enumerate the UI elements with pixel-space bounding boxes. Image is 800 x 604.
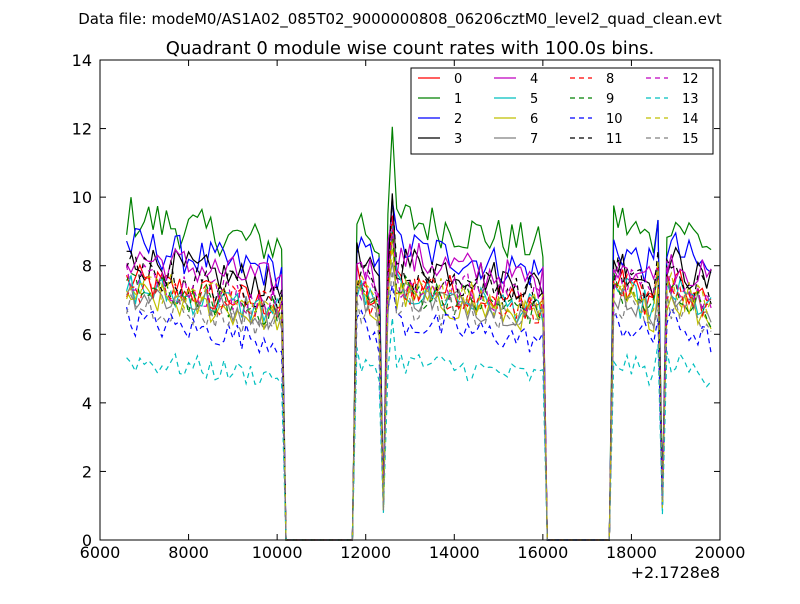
legend-label-6: 6 <box>530 112 538 127</box>
x-tick-label: 12000 <box>340 543 391 562</box>
y-tick-label: 12 <box>72 120 92 139</box>
y-tick-label: 8 <box>82 257 92 276</box>
x-tick-label: 20000 <box>695 543 746 562</box>
x-tick-label: 18000 <box>606 543 657 562</box>
y-tick-label: 14 <box>72 51 92 70</box>
x-tick-label: 10000 <box>252 543 303 562</box>
series-line-2 <box>126 200 712 541</box>
ticks-layer: 6000 8000 10000 12000 14000 16000 18000 20000 0 2… <box>72 51 746 562</box>
series-line-9 <box>126 231 712 541</box>
legend-label-10: 10 <box>606 112 623 127</box>
series-line-3 <box>126 193 712 541</box>
legend-label-7: 7 <box>530 132 538 147</box>
plot-frame <box>99 59 721 541</box>
legend-label-12: 12 <box>682 72 699 87</box>
x-tick-label: 8000 <box>168 543 209 562</box>
series-line-13 <box>126 317 712 541</box>
series-layer <box>126 126 712 541</box>
y-tick-label: 2 <box>82 462 92 481</box>
legend-label-2: 2 <box>454 112 462 127</box>
legend-label-13: 13 <box>682 92 699 107</box>
legend-label-9: 9 <box>606 92 614 107</box>
chart-title: Quadrant 0 module wise count rates with … <box>166 38 655 59</box>
x-tick-label: 6000 <box>80 543 121 562</box>
legend-label-3: 3 <box>454 132 462 147</box>
legend-label-5: 5 <box>530 92 538 107</box>
series-line-5 <box>126 221 712 541</box>
series-line-6 <box>126 233 712 541</box>
series-line-7 <box>126 262 712 541</box>
legend-box <box>410 67 714 155</box>
y-tick-label: 6 <box>82 325 92 344</box>
y-tick-label: 4 <box>82 394 92 413</box>
series-line-15 <box>126 270 712 541</box>
series-line-4 <box>126 215 712 541</box>
x-offset-label: +2.1728e8 <box>631 563 720 582</box>
legend-label-0: 0 <box>454 72 462 87</box>
series-line-1 <box>126 126 712 541</box>
legend-label-4: 4 <box>530 72 538 87</box>
x-tick-label: 14000 <box>429 543 480 562</box>
x-tick-label: 16000 <box>517 543 568 562</box>
suptitle: Data file: modeM0/AS1A02_085T02_90000008… <box>78 10 722 29</box>
legend-label-14: 14 <box>682 112 699 127</box>
legend-label-8: 8 <box>606 72 614 87</box>
legend-label-15: 15 <box>682 132 699 147</box>
series-line-0 <box>126 228 712 541</box>
y-tick-label: 10 <box>72 188 92 207</box>
legend-label-1: 1 <box>454 92 462 107</box>
y-tick-label: 0 <box>82 531 92 550</box>
series-line-11 <box>126 196 712 541</box>
legend-label-11: 11 <box>606 132 623 147</box>
series-line-14 <box>126 247 712 541</box>
